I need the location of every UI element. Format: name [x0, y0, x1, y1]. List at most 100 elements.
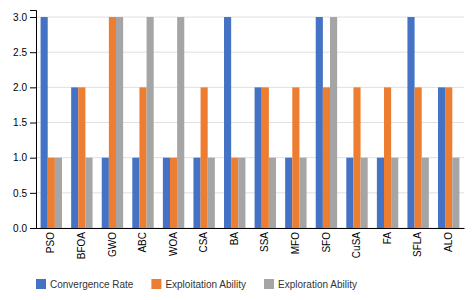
- tick-mark: [30, 158, 36, 159]
- bar-series: [41, 17, 446, 228]
- grid-line: [36, 17, 464, 18]
- bar: [238, 158, 245, 228]
- chart: 0.00.51.01.52.02.53.0PSOBFOAGWOABCWOACSA…: [0, 0, 474, 300]
- tick: SFO: [321, 232, 332, 253]
- tick: 3.0: [13, 12, 36, 23]
- legend-label: Exploration Ability: [278, 279, 357, 290]
- tick: CSA: [198, 232, 209, 253]
- tick-label: SSA: [259, 232, 270, 252]
- bar: [139, 87, 146, 228]
- tick-label: CSA: [198, 232, 209, 253]
- legend-item: Exploration Ability: [264, 279, 357, 290]
- tick: 2.5: [13, 47, 36, 58]
- bar: [55, 158, 62, 228]
- tick: ALO: [443, 232, 454, 252]
- tick-label: CuSA: [351, 232, 362, 258]
- bar: [292, 87, 299, 228]
- tick-label: SFO: [321, 232, 332, 253]
- bar: [132, 158, 139, 228]
- bar: [85, 158, 92, 228]
- grid-line: [36, 52, 464, 53]
- legend-swatch: [264, 279, 274, 289]
- tick: ABC: [137, 232, 148, 253]
- bar: [147, 17, 154, 228]
- bar: [163, 158, 170, 228]
- tick-label: 2.5: [13, 47, 27, 58]
- grid-line: [36, 87, 464, 88]
- tick: 0.0: [13, 223, 36, 234]
- tick: BA: [229, 232, 240, 246]
- bar: [415, 87, 422, 228]
- bar: [193, 158, 200, 228]
- legend-item: Convergence Rate: [36, 279, 134, 290]
- axis-line: [30, 11, 37, 229]
- tick: 0.5: [13, 188, 36, 199]
- tick-label: SFLA: [412, 232, 423, 257]
- bar: [361, 158, 368, 228]
- tick-label: MFO: [290, 232, 301, 254]
- bar: [208, 158, 215, 228]
- tick: 1.5: [13, 117, 36, 128]
- bars: [41, 17, 460, 228]
- bar: [407, 17, 414, 228]
- tick: BFOA: [76, 232, 87, 260]
- bar: [116, 17, 123, 228]
- tick-label: BFOA: [76, 232, 87, 260]
- bar: [445, 87, 452, 228]
- bar: [438, 87, 445, 228]
- bar: [330, 17, 337, 228]
- bar: [285, 158, 292, 228]
- tick-label: BA: [229, 232, 240, 246]
- bar: [452, 158, 459, 228]
- tick-mark: [30, 193, 36, 194]
- x-axis: PSOBFOAGWOABCWOACSABASSAMFOSFOCuSAFASFLA…: [37, 229, 465, 260]
- bar: [299, 158, 306, 228]
- tick-label: FA: [382, 232, 393, 245]
- tick-mark: [30, 17, 36, 18]
- bar: [177, 17, 184, 228]
- tick-mark: [30, 87, 36, 88]
- bar-series: [48, 17, 453, 228]
- bar: [224, 17, 231, 228]
- tick: MFO: [290, 232, 301, 254]
- tick-label: ABC: [137, 232, 148, 253]
- grid-line: [36, 122, 464, 123]
- legend-item: Exploitation Ability: [151, 279, 246, 290]
- tick-label: 2.0: [13, 82, 27, 93]
- grid-line: [36, 228, 464, 229]
- tick: PSO: [45, 232, 56, 253]
- bar: [78, 87, 85, 228]
- legend-label: Convergence Rate: [50, 279, 134, 290]
- tick: FA: [382, 232, 393, 245]
- bar: [48, 158, 55, 228]
- plot: 0.00.51.01.52.02.53.0PSOBFOAGWOABCWOACSA…: [13, 11, 464, 260]
- tick: 1.0: [13, 152, 36, 163]
- tick-label: PSO: [45, 232, 56, 253]
- tick: WOA: [168, 232, 179, 256]
- tick-label: 0.5: [13, 188, 27, 199]
- grid-line: [36, 157, 464, 158]
- axis-line: [37, 228, 465, 229]
- tick: 2.0: [13, 82, 36, 93]
- grid-line: [36, 192, 464, 193]
- tick-label: 0.0: [13, 223, 27, 234]
- bar: [384, 87, 391, 228]
- tick-label: 1.5: [13, 117, 27, 128]
- bar: [316, 17, 323, 228]
- tick-mark: [30, 123, 36, 124]
- legend-swatch: [36, 279, 46, 289]
- bar: [170, 158, 177, 228]
- bar: [201, 87, 208, 228]
- tick-label: 1.0: [13, 152, 27, 163]
- tick-mark: [30, 228, 36, 229]
- bar: [255, 87, 262, 228]
- bar: [262, 87, 269, 228]
- bar: [41, 17, 48, 228]
- bar: [102, 158, 109, 228]
- bar: [422, 158, 429, 228]
- tick: SFLA: [412, 232, 423, 257]
- tick: SSA: [259, 232, 270, 252]
- legend: Convergence Rate Exploitation Ability Expl…: [36, 279, 357, 290]
- bar: [269, 158, 276, 228]
- tick-mark: [30, 52, 36, 53]
